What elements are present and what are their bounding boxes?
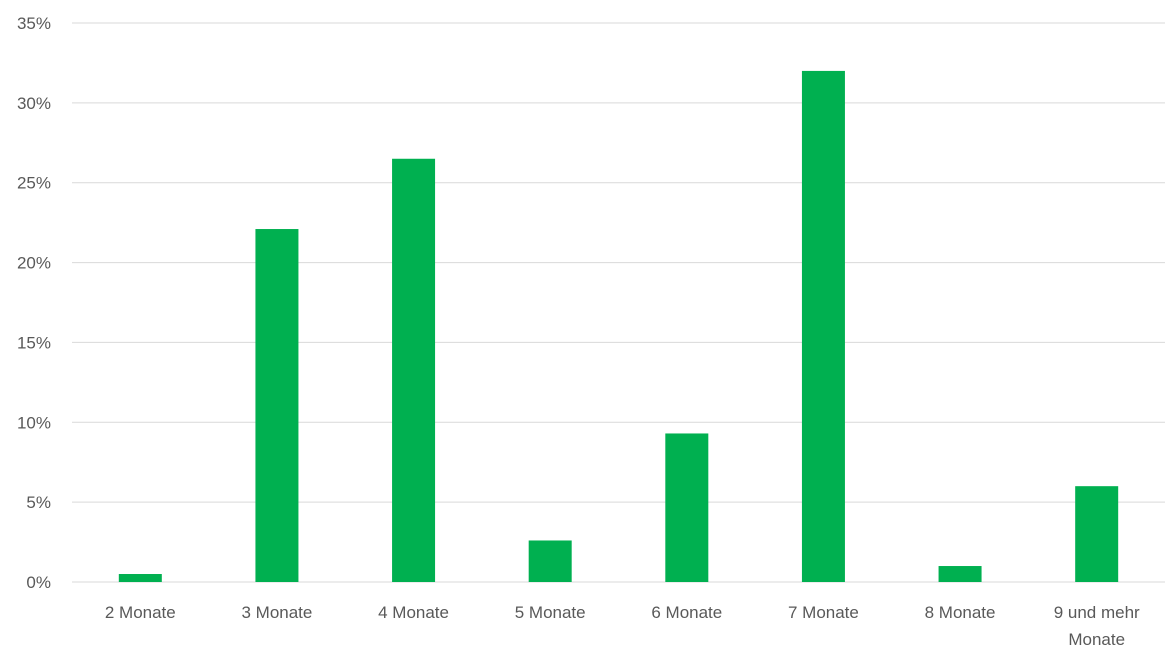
bar [528,540,572,582]
y-axis-tick-labels: 0% 5% 10% 15% 20% 25% 30% 35% [17,14,51,592]
y-tick-label: 10% [17,413,51,432]
bar [392,158,436,582]
x-tick-label: 8 Monate [925,603,996,622]
bar [938,566,982,582]
x-tick-label: 2 Monate [105,603,176,622]
y-tick-label: 0% [26,573,51,592]
bar [255,229,299,582]
x-tick-label: 6 Monate [651,603,722,622]
y-tick-label: 25% [17,174,51,193]
x-tick-label: 4 Monate [378,603,449,622]
y-tick-label: 15% [17,333,51,352]
x-tick-label: 9 und mehr Monate [1054,603,1140,649]
bar [118,574,162,582]
bar [801,70,845,583]
bars [118,70,1119,583]
x-axis-tick-labels: 2 Monate 3 Monate 4 Monate 5 Monate 6 Monate… [105,603,1140,649]
x-tick-label: 5 Monate [515,603,586,622]
bar [1075,486,1119,582]
gridlines [72,22,1165,583]
x-tick-label: 7 Monate [788,603,859,622]
y-tick-label: 30% [17,94,51,113]
bar [665,433,709,582]
y-tick-label: 5% [26,493,51,512]
y-tick-label: 20% [17,254,51,273]
y-tick-label: 35% [17,14,51,33]
x-tick-label: 3 Monate [241,603,312,622]
